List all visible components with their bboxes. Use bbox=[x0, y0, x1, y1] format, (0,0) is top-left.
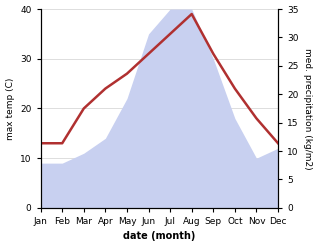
X-axis label: date (month): date (month) bbox=[123, 231, 196, 242]
Y-axis label: max temp (C): max temp (C) bbox=[5, 77, 15, 140]
Y-axis label: med. precipitation (kg/m2): med. precipitation (kg/m2) bbox=[303, 48, 313, 169]
